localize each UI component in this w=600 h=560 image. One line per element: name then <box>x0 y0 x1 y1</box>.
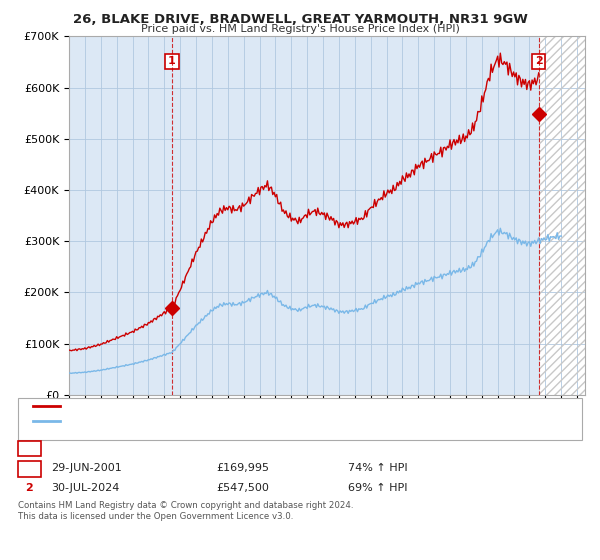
Bar <box>539 36 585 395</box>
Text: Contains HM Land Registry data © Crown copyright and database right 2024.: Contains HM Land Registry data © Crown c… <box>18 501 353 510</box>
Bar <box>539 36 585 395</box>
Text: 29-JUN-2001: 29-JUN-2001 <box>51 463 122 473</box>
Text: 2: 2 <box>26 483 33 493</box>
Text: £547,500: £547,500 <box>216 483 269 493</box>
Text: 1: 1 <box>26 463 33 473</box>
Text: HPI: Average price, detached house, Great Yarmouth: HPI: Average price, detached house, Grea… <box>65 416 322 426</box>
Text: £169,995: £169,995 <box>216 463 269 473</box>
Text: 1: 1 <box>168 57 176 67</box>
Text: 69% ↑ HPI: 69% ↑ HPI <box>348 483 407 493</box>
Text: This data is licensed under the Open Government Licence v3.0.: This data is licensed under the Open Gov… <box>18 512 293 521</box>
Text: 26, BLAKE DRIVE, BRADWELL, GREAT YARMOUTH, NR31 9GW: 26, BLAKE DRIVE, BRADWELL, GREAT YARMOUT… <box>73 13 527 26</box>
Text: 2: 2 <box>535 57 542 67</box>
Text: 30-JUL-2024: 30-JUL-2024 <box>51 483 119 493</box>
Text: 74% ↑ HPI: 74% ↑ HPI <box>348 463 407 473</box>
Text: 26, BLAKE DRIVE, BRADWELL, GREAT YARMOUTH, NR31 9GW (detached house): 26, BLAKE DRIVE, BRADWELL, GREAT YARMOUT… <box>65 401 454 411</box>
Text: Price paid vs. HM Land Registry's House Price Index (HPI): Price paid vs. HM Land Registry's House … <box>140 24 460 34</box>
